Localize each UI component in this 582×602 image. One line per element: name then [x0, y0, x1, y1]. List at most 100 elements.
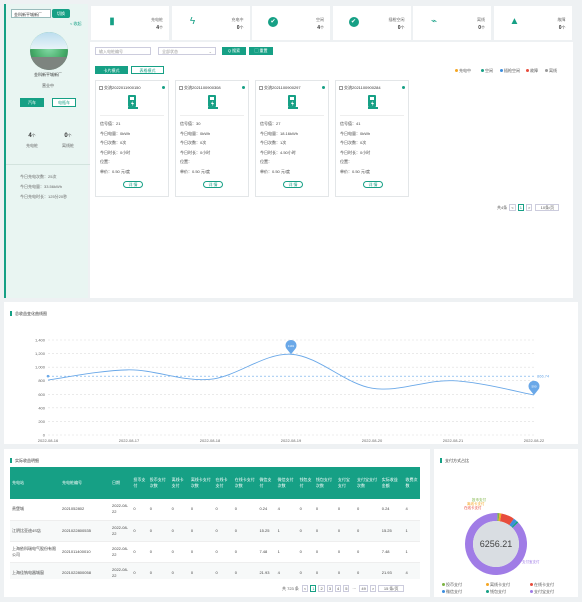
- legend-label: 插枪空闲: [504, 68, 520, 73]
- charger-icon: [368, 95, 378, 109]
- tab-card-mode[interactable]: 卡片模式: [95, 66, 128, 74]
- table-cell: 0: [148, 499, 170, 520]
- pile-checkbox[interactable]: [339, 86, 343, 90]
- pile-code-input[interactable]: 输入电桩编号: [95, 47, 151, 55]
- legend-dot: [481, 69, 484, 72]
- pile-detail-button[interactable]: 详 情: [363, 181, 383, 188]
- table-row: 江阴比亚迪4S店 2021022800535 2022-08-22 0 0 0 0 0 0 15.…: [10, 520, 420, 541]
- table-cell: 0: [189, 541, 214, 562]
- table-cell: 0: [148, 541, 170, 562]
- pager-page[interactable]: ···: [351, 586, 357, 593]
- legend-dot: [486, 583, 489, 586]
- switch-station-button[interactable]: 切换: [52, 9, 70, 18]
- pile-info-line: 信号值：30: [180, 121, 200, 127]
- table-cell: 1: [276, 541, 298, 562]
- x-tick-label: 2022-08-19: [281, 438, 302, 443]
- revenue-table-card: 实际收益明细 充电站 充电桩编号 日期 投币支付 投币支付次数 离线卡支付 离线卡支付次数在…: [4, 449, 430, 597]
- stat-value: 4个: [156, 25, 163, 31]
- pile-detail-button[interactable]: 详 情: [123, 181, 143, 188]
- pile-info-line: 单价：0.50 元/度: [340, 169, 370, 175]
- pile-info-line: 今日时长：4.50小时: [260, 150, 296, 156]
- table-cell: 贵堡城: [10, 499, 60, 520]
- table-viewport: 充电站 充电桩编号 日期 投币支付 投币支付次数 离线卡支付 离线卡支付次数 在线卡支付 在线卡…: [4, 449, 430, 579]
- pile-info-line: 信号值：41: [340, 121, 360, 127]
- pager-page[interactable]: 1: [310, 585, 316, 592]
- pager-prev[interactable]: <: [509, 204, 515, 211]
- pager-page[interactable]: 49: [359, 585, 367, 592]
- table-header-row: 充电站 充电桩编号 日期 投币支付 投币支付次数 离线卡支付 离线卡支付次数 在线卡支付 在线卡…: [10, 467, 420, 499]
- pager-page[interactable]: 5: [343, 585, 349, 592]
- table-cell: 0.24: [257, 499, 275, 520]
- warning-icon: ▲: [510, 17, 520, 27]
- table-cell: 0: [298, 499, 314, 520]
- divider: [340, 115, 404, 116]
- pager-page[interactable]: 3: [327, 585, 333, 592]
- pile-info-line: 位置：: [180, 159, 192, 165]
- table-cell: 15.25: [380, 520, 404, 541]
- x-tick-label: 2022-08-17: [119, 438, 140, 443]
- page-size-select[interactable]: 15 条/页: [378, 585, 404, 592]
- pager-next[interactable]: >: [526, 204, 532, 211]
- legend-label: 钱包支付: [490, 589, 506, 594]
- table-cell: 0.24: [380, 499, 404, 520]
- status-select[interactable]: 全部状态 ⌄: [158, 47, 216, 55]
- legend-dot: [530, 590, 533, 593]
- collapse-link[interactable]: < 收起: [70, 21, 81, 27]
- station-status: 营业中: [6, 83, 90, 89]
- column-header: 支付宝支付次数: [355, 467, 380, 499]
- table-cell: 0: [298, 562, 314, 579]
- table-cell: 0: [314, 541, 336, 562]
- pager-page[interactable]: 1: [518, 204, 524, 211]
- revenue-table: 充电站 充电桩编号 日期 投币支付 投币支付次数 离线卡支付 离线卡支付次数 在线卡支付 在线卡…: [10, 467, 420, 579]
- table-cell: 0: [214, 499, 233, 520]
- stat-unit: 个: [159, 25, 163, 30]
- type-ebike-button[interactable]: 电瓶车: [52, 98, 76, 107]
- series-line: [48, 354, 534, 395]
- tab-table-mode[interactable]: 表格模式: [131, 66, 164, 74]
- type-car-button[interactable]: 汽车: [20, 98, 44, 107]
- unplug-icon: ⌁: [429, 17, 439, 27]
- legend-label: 离线: [549, 68, 557, 73]
- pager-page[interactable]: 2: [318, 585, 324, 592]
- pile-detail-button[interactable]: 详 情: [283, 181, 303, 188]
- table-cell: 2022-08-22: [110, 520, 131, 541]
- pile-code: 交流2021100900308: [179, 85, 221, 91]
- legend-item: 充电中: [455, 68, 471, 74]
- pager-page[interactable]: 4: [335, 585, 341, 592]
- page-size-select[interactable]: 10条/页: [535, 204, 559, 211]
- legend-label: 离线卡支付: [490, 582, 510, 587]
- pile-code: 交流2022011900150: [99, 85, 141, 91]
- pile-info-line: 今日次数：0次: [340, 140, 366, 146]
- table-cell: 0: [336, 541, 355, 562]
- stat-card: ✔ 插枪空闲 0个: [333, 6, 411, 40]
- reset-button[interactable]: ▢ 重置: [249, 47, 273, 55]
- pile-checkbox[interactable]: [179, 86, 183, 90]
- search-button[interactable]: Q 搜索: [222, 47, 246, 55]
- station-select[interactable]: 金科新平城新厂: [11, 9, 51, 18]
- pager-prev[interactable]: <: [302, 585, 308, 592]
- table-cell: 0: [336, 520, 355, 541]
- legend-dot: [455, 69, 458, 72]
- pile-info-line: 今日电量：0kWh: [100, 131, 130, 137]
- pile-info-line: 信号值：27: [260, 121, 280, 127]
- column-header: 投币支付: [131, 467, 147, 499]
- pile-info-line: 单价：0.50 元/度: [260, 169, 290, 175]
- pile-checkbox[interactable]: [99, 86, 103, 90]
- today-charge-count: 今日充电次数：25次: [20, 174, 56, 180]
- charger-icon: [128, 95, 138, 109]
- column-header: 充电桩编号: [60, 467, 110, 499]
- plug-icon: ϟ: [188, 17, 198, 27]
- table-cell: 7.48: [380, 541, 404, 562]
- today-charge-energy: 今日充电量：33.56kWh: [20, 184, 62, 190]
- table-cell: 0: [170, 520, 189, 541]
- pile-detail-button[interactable]: 详 情: [203, 181, 223, 188]
- station-sidebar: 金科新平城新厂 切换 < 收起 金科新平城新厂 营业中 汽车 电瓶车 4个 充电…: [4, 4, 88, 298]
- pile-info-line: 今日次数：1次: [260, 140, 286, 146]
- pile-checkbox[interactable]: [259, 86, 263, 90]
- column-header: 离线卡支付: [170, 467, 189, 499]
- column-header: 支付宝支付: [336, 467, 355, 499]
- pager-next[interactable]: >: [370, 585, 376, 592]
- table-cell: 0: [298, 541, 314, 562]
- table-cell: 0: [355, 541, 380, 562]
- table-cell: 15.25: [257, 520, 275, 541]
